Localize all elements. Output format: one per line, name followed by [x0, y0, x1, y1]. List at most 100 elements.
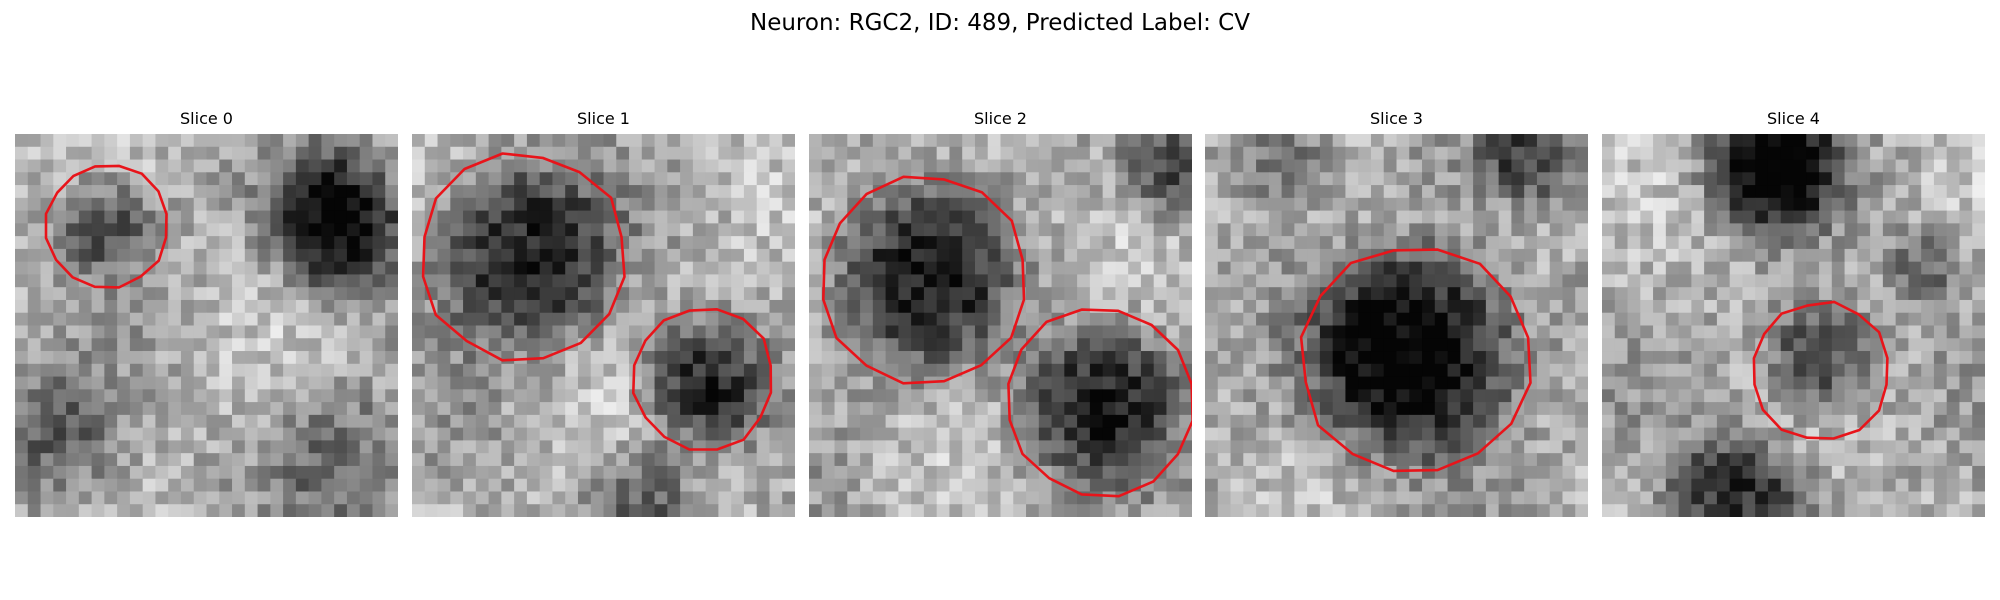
contour [631, 307, 773, 451]
pixel [1153, 440, 1167, 454]
pixel [295, 274, 310, 288]
pixel [1653, 465, 1667, 480]
pixel [1691, 236, 1705, 250]
pixel [1205, 248, 1219, 263]
pixel [1819, 223, 1833, 237]
pixel [1780, 261, 1794, 275]
pixel [603, 261, 617, 275]
pixel [1485, 504, 1500, 517]
pixel [1895, 465, 1909, 480]
pixel [53, 402, 67, 416]
pixel [769, 478, 783, 492]
pixel [565, 185, 579, 199]
pixel [834, 440, 848, 454]
pixel [424, 248, 439, 263]
pixel [1933, 491, 1948, 505]
pixel [193, 414, 207, 429]
pixel [1562, 185, 1576, 199]
pixel [1307, 465, 1321, 480]
pixel [53, 363, 67, 378]
pixel [1460, 299, 1474, 314]
pixel [962, 312, 976, 326]
pixel [898, 338, 912, 352]
pixel [1742, 159, 1756, 173]
pixel [654, 351, 668, 365]
pixel [155, 478, 169, 492]
pixel [129, 134, 144, 148]
pixel [1691, 414, 1705, 429]
pixel [1256, 465, 1270, 480]
pixel [769, 159, 783, 173]
pixel [463, 376, 477, 390]
pixel [1243, 351, 1257, 365]
pixel [514, 351, 528, 365]
pixel [1179, 402, 1192, 416]
pixel [104, 325, 118, 339]
pixel [1755, 248, 1769, 263]
pixel [1319, 159, 1334, 173]
pixel [1549, 504, 1563, 517]
pixel [501, 453, 515, 467]
pixel [1921, 185, 1935, 199]
pixel [1614, 287, 1629, 301]
pixel [475, 274, 490, 288]
pixel [155, 351, 169, 365]
pixel [283, 325, 297, 339]
pixel [1755, 312, 1769, 326]
pixel [346, 465, 361, 480]
pixel [641, 312, 656, 326]
pixel [180, 287, 195, 301]
pixel [809, 402, 823, 416]
pixel [1549, 402, 1563, 416]
pixel [1691, 159, 1705, 173]
pixel [1767, 287, 1782, 301]
pixel [577, 185, 592, 199]
pixel [974, 453, 989, 467]
pixel [244, 453, 259, 467]
pixel [1780, 325, 1794, 339]
pixel [1729, 223, 1743, 237]
pixel [1498, 389, 1512, 403]
pixel [1691, 465, 1705, 480]
pixel [923, 210, 938, 224]
pixel [1345, 414, 1359, 429]
pixel [1793, 325, 1807, 339]
pixel [821, 465, 836, 480]
pixel [1370, 299, 1385, 314]
pixel [193, 287, 207, 301]
pixel [53, 312, 67, 326]
pixel [911, 299, 925, 314]
pixel [1882, 389, 1897, 403]
pixel [1946, 312, 1960, 326]
pixel [1307, 287, 1321, 301]
pixel [539, 402, 553, 416]
pixel [1230, 504, 1244, 517]
pixel [1742, 210, 1756, 224]
pixel [1946, 389, 1960, 403]
pixel [1742, 236, 1756, 250]
pixel [1678, 172, 1692, 186]
pixel [270, 299, 284, 314]
pixel [1332, 414, 1346, 429]
pixel [1307, 159, 1321, 173]
pixel [424, 389, 439, 403]
pixel [180, 389, 195, 403]
pixel [1511, 236, 1525, 250]
pixel [78, 351, 93, 365]
pixel [1870, 504, 1884, 517]
pixel [860, 338, 874, 352]
pixel [1857, 299, 1871, 314]
pixel [860, 146, 874, 161]
pixel [1575, 248, 1588, 263]
pixel [756, 287, 770, 301]
pixel [1665, 325, 1680, 339]
pixel [731, 389, 745, 403]
pixel [1422, 185, 1436, 199]
pixel [1742, 478, 1756, 492]
pixel [1602, 351, 1616, 365]
pixel [1128, 223, 1142, 237]
pixel [1370, 223, 1385, 237]
pixel [756, 197, 770, 212]
pixel [129, 427, 144, 441]
pixel [1627, 338, 1641, 352]
